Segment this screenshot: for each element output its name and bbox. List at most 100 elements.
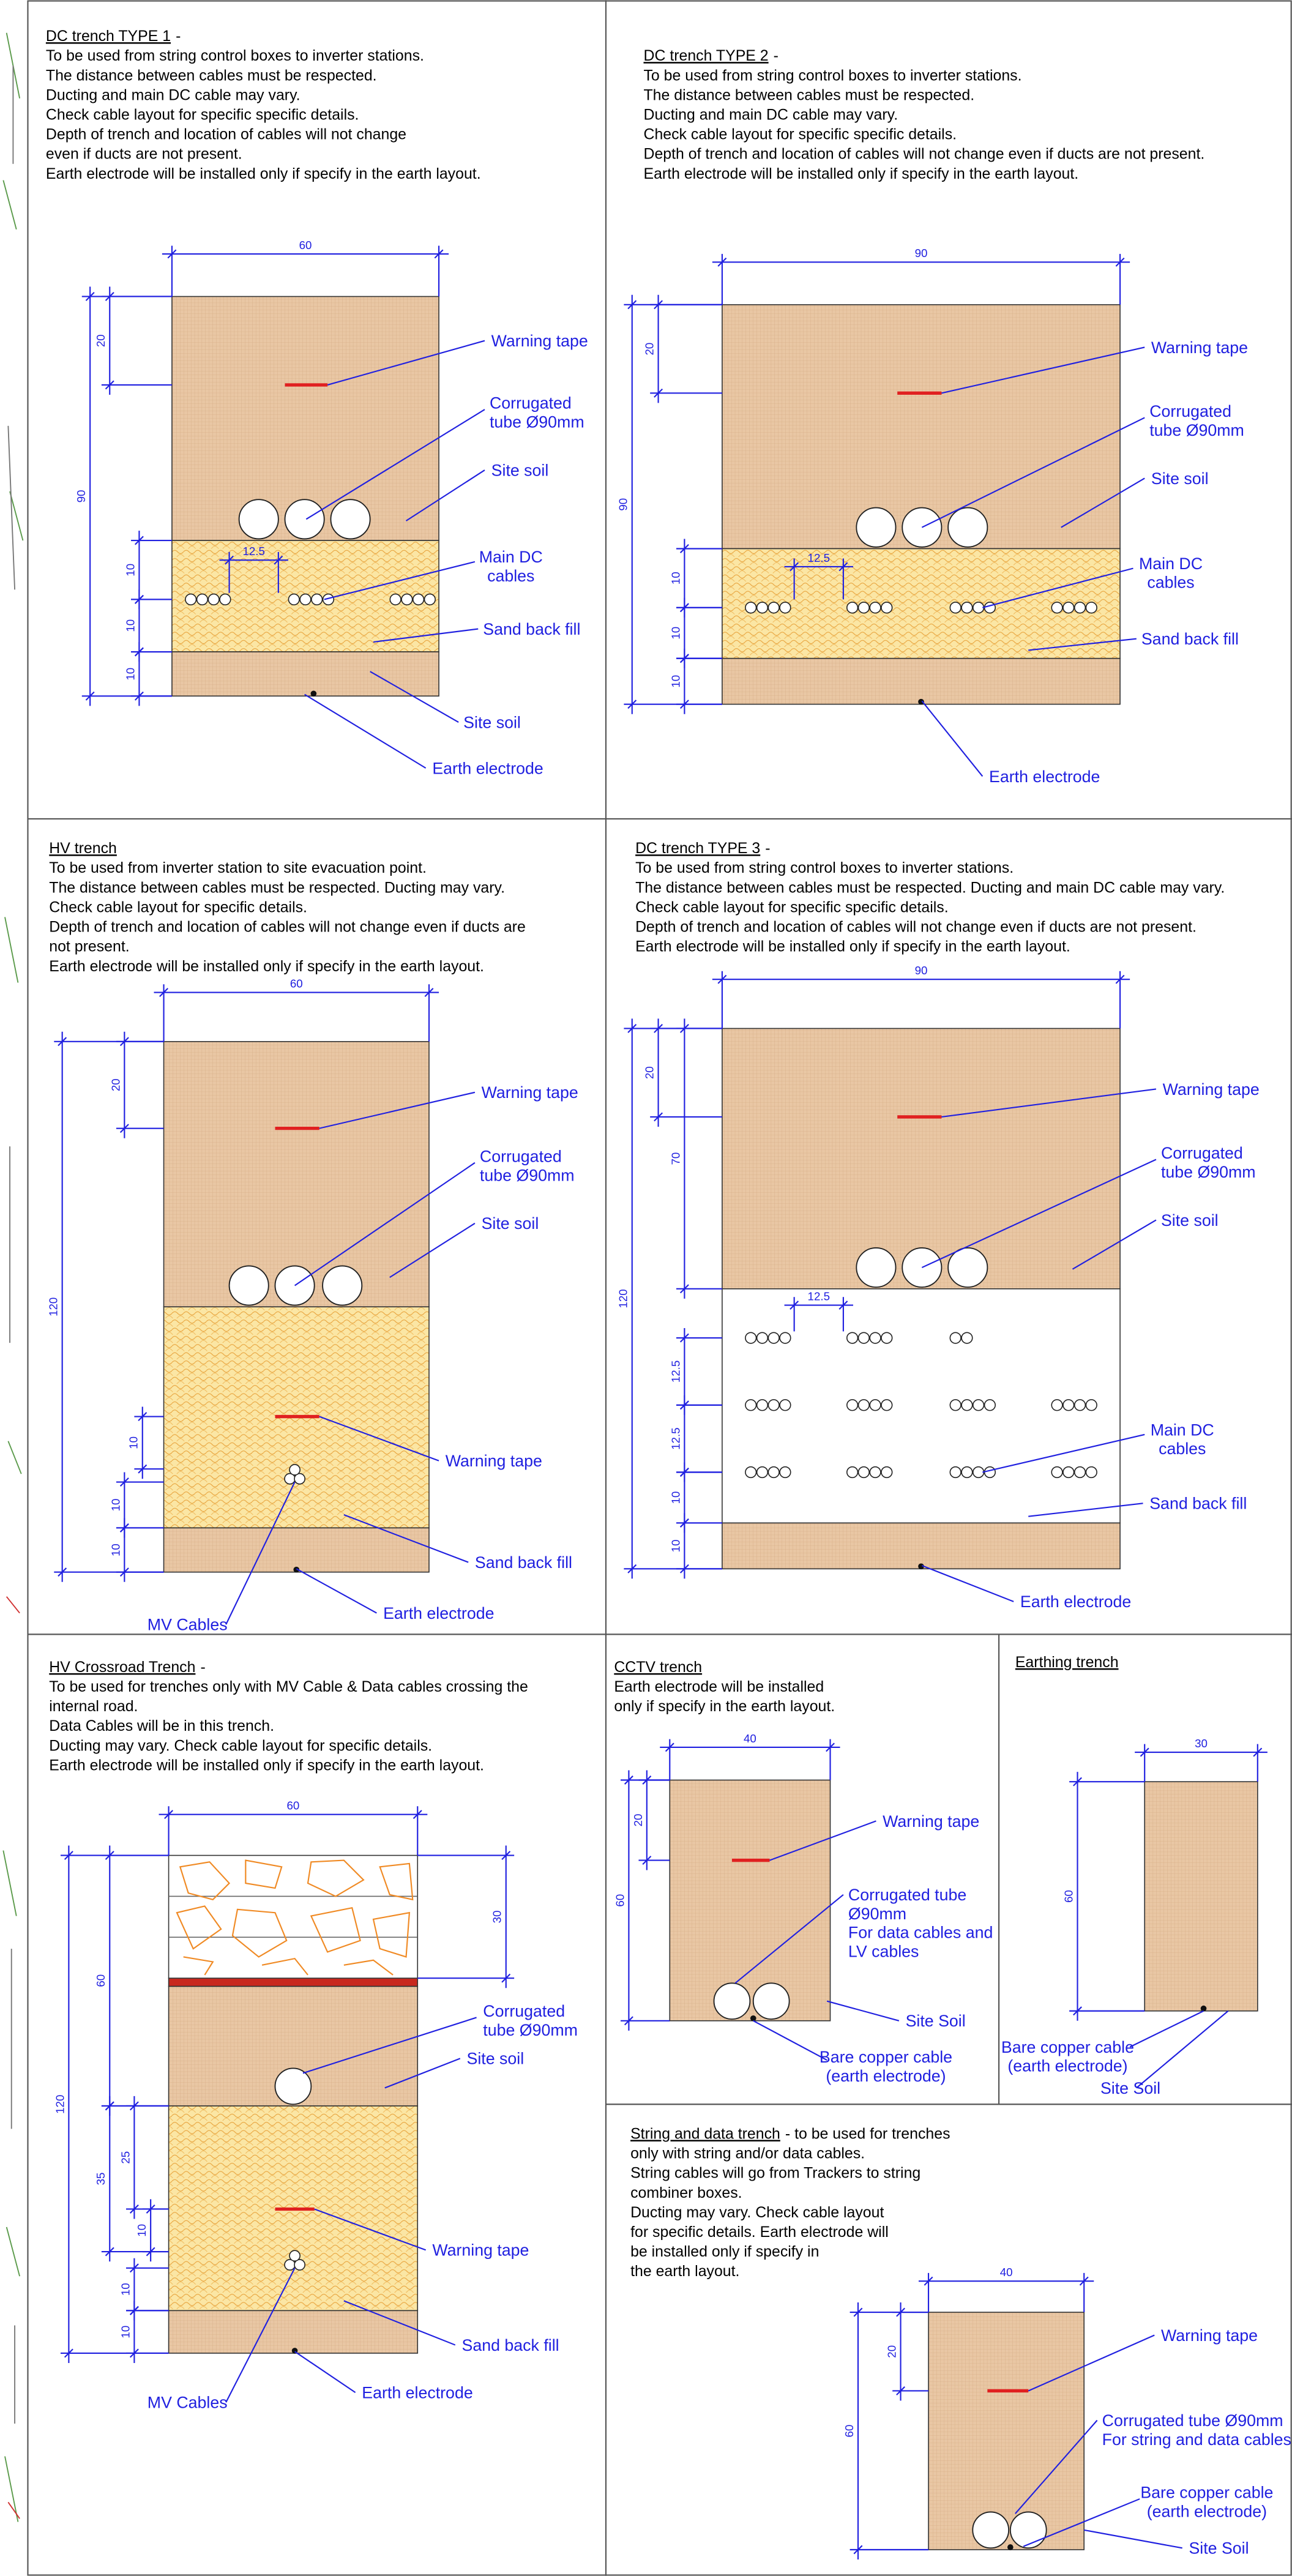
leader-line (826, 2000, 900, 2022)
dc-cable (881, 1332, 893, 1344)
dc-cable (973, 1466, 985, 1479)
trench-panel: HV trench To be used from inverter statio… (47, 840, 578, 1634)
callout-label: MV Cables (147, 2394, 228, 2412)
dimension-label: 30 (1195, 1737, 1208, 1750)
callout-label: Warning tape (883, 1812, 979, 1831)
panel-description: the earth layout. (630, 2263, 739, 2280)
callout-label: Site soil (482, 1214, 539, 1233)
dc-cable (767, 1332, 780, 1344)
dc-cable (846, 1399, 859, 1411)
callout-label: Earth electrode (1020, 1592, 1131, 1611)
dc-cable (857, 602, 870, 614)
dimension-label: 70 (669, 1152, 682, 1165)
panel-title: DC trench TYPE 1- (46, 28, 181, 45)
dc-cable (779, 1466, 791, 1479)
callout-label: tube Ø90mm (480, 1166, 575, 1184)
panel-description: String cables will go from Trackers to s… (630, 2165, 920, 2182)
leader-line (921, 417, 1145, 528)
leader-line (921, 1565, 1014, 1602)
dc-cable (756, 602, 769, 614)
callout-label: For string and data cables (1102, 2430, 1291, 2449)
callout-label: tube Ø90mm (490, 413, 584, 431)
dimension-label: 120 (53, 2095, 66, 2114)
panel-description: even if ducts are not present. (46, 146, 242, 163)
leader-line (294, 1162, 476, 1286)
panel-title-text: DC trench TYPE 2 (643, 47, 768, 64)
dimension-label: 12.5 (242, 545, 264, 558)
panel-description: Depth of trench and location of cables w… (46, 126, 406, 143)
panel-description: only with string and/or data cables. (630, 2145, 865, 2162)
trench-layer-soil (168, 2310, 419, 2354)
dimension-label: 60 (290, 977, 303, 990)
trench-layer-soil (722, 1522, 1121, 1570)
dimension-label: 10 (135, 2224, 148, 2237)
dc-cable (1074, 1466, 1086, 1479)
trench-layer-soil (163, 1041, 430, 1308)
dimension-label: 10 (109, 1499, 122, 1512)
panel-description: Depth of trench and location of cables w… (643, 146, 1204, 163)
panel-title: CCTV trench (614, 1659, 702, 1676)
mv-cable (294, 2259, 305, 2271)
callout-label: Site soil (463, 713, 521, 731)
dimension-label: 20 (643, 1066, 656, 1079)
dc-cable (767, 1466, 780, 1479)
leader-line (1072, 1219, 1157, 1270)
mv-cable (289, 1464, 301, 1476)
dc-cable (424, 593, 436, 606)
dimension-label: 90 (915, 247, 928, 259)
leader-line (1028, 638, 1137, 651)
callout-label: Warning tape (1163, 1080, 1260, 1099)
callout-label: Warning tape (1151, 338, 1248, 357)
leader-line (769, 1820, 876, 1861)
dimension-label: 40 (1000, 2266, 1013, 2279)
leader-line (319, 1091, 476, 1129)
earth-electrode (310, 690, 317, 697)
callout-label: tube Ø90mm (1149, 421, 1244, 439)
dc-cable (412, 593, 425, 606)
earth-electrode (750, 2015, 756, 2022)
dc-cable (389, 593, 401, 606)
corrugated-tube (284, 499, 325, 540)
panel-description: Earth electrode will be installed only i… (46, 165, 481, 182)
callout-label: cables (487, 567, 534, 585)
dc-cable (756, 1466, 769, 1479)
dc-cable (767, 602, 780, 614)
panel-description: Ducting may vary. Check cable layout (630, 2204, 884, 2221)
callout-label: Corrugated (483, 2002, 565, 2020)
panel-description: The distance between cables must be resp… (635, 879, 1225, 896)
dc-cable (857, 1399, 870, 1411)
leader-line (225, 2268, 296, 2403)
dc-cable (196, 593, 209, 606)
callout-label: Sand back fill (1149, 1495, 1247, 1513)
dimension-label: 10 (109, 1544, 122, 1556)
dimension-label: 10 (669, 572, 682, 584)
dimension-label: 25 (119, 2151, 132, 2164)
adjacent-sheet-fragment (2, 32, 24, 2522)
panel-description: Ducting and main DC cable may vary. (46, 86, 301, 103)
dc-cable (219, 593, 231, 606)
dc-cable (857, 1332, 870, 1344)
dc-cable (961, 602, 973, 614)
trench-layer-soil (669, 1779, 831, 2022)
dc-cable (207, 593, 220, 606)
dc-cable (1062, 602, 1075, 614)
panel-title-text: HV Crossroad Trench (49, 1659, 195, 1676)
corrugated-tube (856, 1247, 897, 1288)
dc-cable (869, 1332, 881, 1344)
leader-line (389, 1222, 476, 1279)
dimension-label: 12.5 (808, 551, 830, 564)
callout-label: Site Soil (906, 2012, 966, 2030)
dimension-label: 60 (299, 239, 312, 252)
dimension-label: 35 (94, 2173, 107, 2186)
leader-line (1136, 2010, 1229, 2089)
dimension-label: 10 (669, 675, 682, 688)
callout-label: Sand back fill (462, 2336, 559, 2354)
dc-cable (299, 593, 312, 606)
panel-description: Earth electrode will be installed (614, 1678, 824, 1695)
leader-line (941, 346, 1145, 394)
panel-title-tail: - (774, 47, 779, 64)
panel-description: Ducting may vary. Check cable layout for… (49, 1737, 432, 1754)
dc-cable (756, 1399, 769, 1411)
corrugated-tube (947, 1247, 988, 1288)
callout-label: Corrugated (1161, 1144, 1243, 1162)
